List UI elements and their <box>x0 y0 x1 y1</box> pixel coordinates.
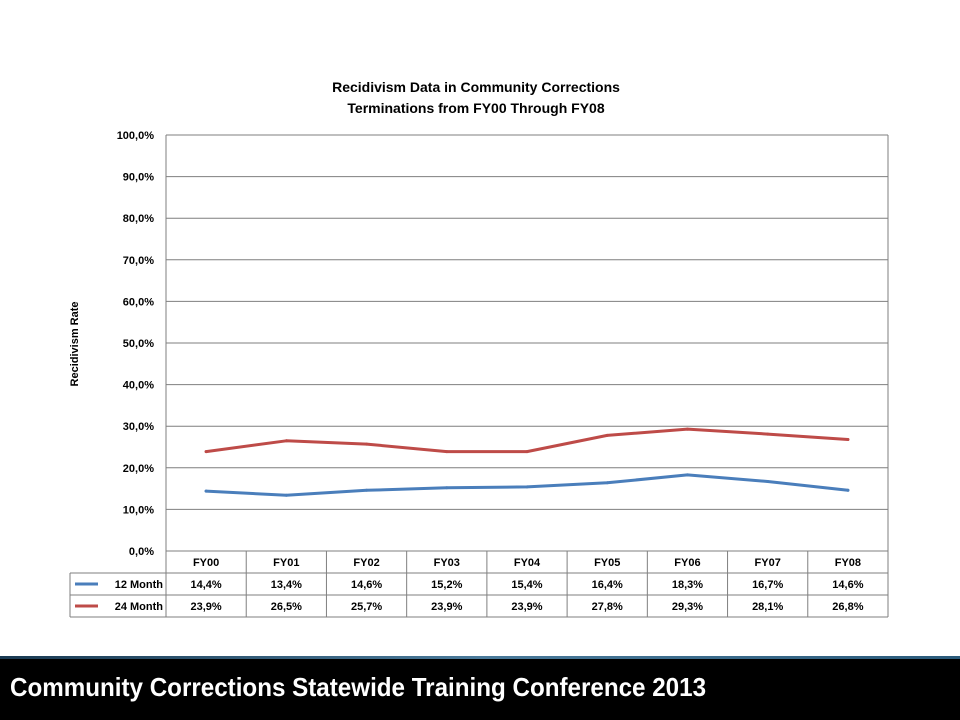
data-label: 29,3% <box>672 601 703 613</box>
data-label: 26,5% <box>271 601 302 613</box>
series-line <box>204 473 850 497</box>
data-label: 14,4% <box>191 579 222 591</box>
data-point <box>445 486 449 490</box>
data-label: 13,4% <box>271 579 302 591</box>
y-tick-label: 40,0% <box>123 380 154 392</box>
footer-accent-line <box>0 656 960 659</box>
data-point <box>204 450 208 454</box>
data-point <box>525 450 529 454</box>
x-category-label: FY04 <box>514 557 541 569</box>
series-line <box>204 427 850 454</box>
data-point <box>365 488 369 492</box>
y-tick-label: 80,0% <box>123 213 154 225</box>
x-category-label: FY00 <box>193 557 219 569</box>
y-tick-label: 60,0% <box>123 296 154 308</box>
chart-title-line-2: Terminations from FY00 Through FY08 <box>347 100 604 116</box>
legend-series-name: 12 Month <box>115 579 164 591</box>
y-tick-label: 100,0% <box>117 130 155 142</box>
data-label: 15,2% <box>431 579 462 591</box>
y-tick-label: 90,0% <box>123 172 154 184</box>
x-category-label: FY08 <box>835 557 861 569</box>
y-tick-label: 0,0% <box>129 546 154 558</box>
chart-title-line-1: Recidivism Data in Community Corrections <box>332 79 620 95</box>
data-point <box>284 439 288 443</box>
data-label: 27,8% <box>592 601 623 613</box>
data-point <box>605 481 609 485</box>
data-label: 23,9% <box>431 601 462 613</box>
line-chart: Recidivism Data in Community Corrections… <box>69 79 889 618</box>
y-tick-label: 50,0% <box>123 338 154 350</box>
data-label: 16,4% <box>592 579 623 591</box>
data-label: 23,9% <box>511 601 542 613</box>
legend-series-name: 24 Month <box>115 601 164 613</box>
x-category-label: FY05 <box>594 557 620 569</box>
data-point <box>204 489 208 493</box>
data-label: 26,8% <box>832 601 863 613</box>
data-label: 14,6% <box>832 579 863 591</box>
data-point <box>284 493 288 497</box>
x-category-label: FY01 <box>273 557 299 569</box>
y-axis-title: Recidivism Rate <box>69 302 81 387</box>
data-table: FY00 FY01 FY02 FY03 FY04 FY05 FY06 FY07 FY08 12 M… <box>69 551 889 618</box>
data-label: 25,7% <box>351 601 382 613</box>
data-point <box>685 427 689 431</box>
y-tick-label: 10,0% <box>123 504 154 516</box>
x-category-label: FY07 <box>755 557 781 569</box>
data-label: 15,4% <box>511 579 542 591</box>
x-category-label: FY02 <box>353 557 379 569</box>
data-label: 14,6% <box>351 579 382 591</box>
x-category-label: FY03 <box>434 557 460 569</box>
data-label: 18,3% <box>672 579 703 591</box>
data-point <box>525 485 529 489</box>
data-point <box>766 480 770 484</box>
y-tick-label: 30,0% <box>123 421 154 433</box>
data-point <box>846 488 850 492</box>
y-tick-label: 70,0% <box>123 255 154 267</box>
footer-title: Community Corrections Statewide Training… <box>10 672 707 702</box>
y-tick-label: 20,0% <box>123 463 154 475</box>
data-label: 16,7% <box>752 579 783 591</box>
data-point <box>685 473 689 477</box>
gridlines <box>165 134 889 552</box>
data-point <box>365 442 369 446</box>
data-point <box>445 450 449 454</box>
data-label: 28,1% <box>752 601 783 613</box>
y-tick-labels: 0,0% 10,0% 20,0% 30,0% 40,0% 50,0% 60,0% 70,0% 8… <box>117 130 155 558</box>
data-point <box>846 438 850 442</box>
x-category-label: FY06 <box>674 557 700 569</box>
footer-bar <box>0 656 960 720</box>
data-point <box>766 432 770 436</box>
data-point <box>605 433 609 437</box>
series-lines <box>204 427 850 497</box>
data-label: 23,9% <box>191 601 222 613</box>
